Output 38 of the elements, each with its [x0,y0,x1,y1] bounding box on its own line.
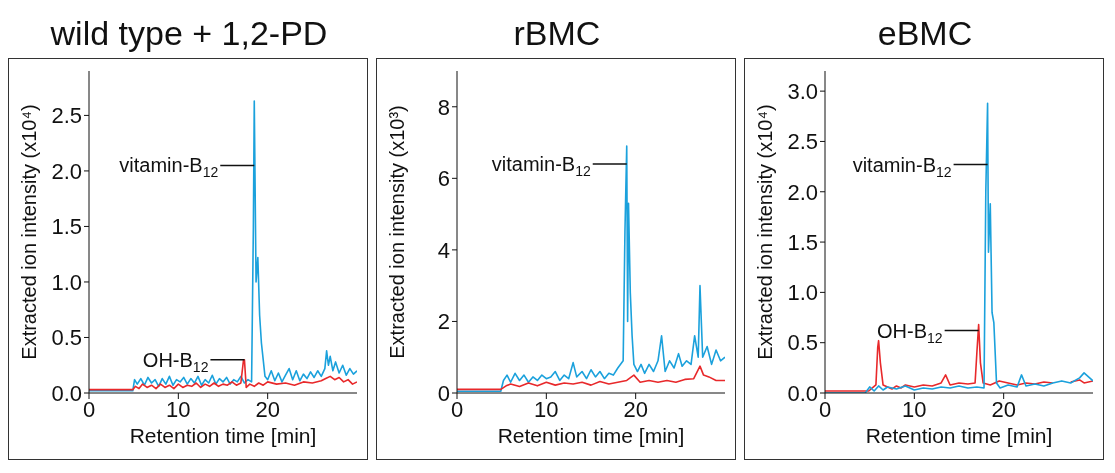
chart-title: wild type + 1,2-PD [49,13,329,54]
x-axis-title: Retention time [min] [129,424,317,447]
x-axis-title: Retention time [min] [497,424,685,447]
x-tick-label: 10 [902,396,927,422]
annotation: vitamin-B$_{12}$ [491,153,591,179]
y-tick-label: 8 [437,94,450,120]
y-tick-label: 4 [437,237,450,263]
annotation: OH-B$_{12}$ [142,348,209,375]
y-tick-label: 6 [437,166,450,192]
y-tick-label: 0.5 [51,325,82,351]
y-tick-label: 2.5 [51,103,82,129]
x-tick-label: 20 [991,396,1016,422]
y-tick-label: 0.5 [787,330,818,356]
y-tick-label: 2 [437,309,450,335]
y-tick-label: 2.0 [787,179,818,205]
x-axis-title: Retention time [min] [865,424,1053,447]
y-axis-title: Extracted ion intensity (x10³) [386,105,409,359]
y-tick-label: 0 [437,380,450,406]
x-tick-label: 10 [166,396,191,422]
y-tick-label: 2.5 [787,129,818,155]
chart-title: rBMC [512,13,602,54]
annotation: vitamin-B$_{12}$ [852,153,952,180]
annotation: vitamin-B$_{12}$ [119,154,219,181]
y-tick-label: 3.0 [787,78,818,104]
y-tick-label: 1.5 [51,214,82,240]
y-tick-label: 2.0 [51,158,82,184]
x-tick-label: 10 [534,396,559,422]
y-axis-title: Extracted ion intensity (x10⁴) [18,104,41,360]
chart-title: eBMC [876,13,974,54]
y-axis-title: Extracted ion intensity (x10⁴) [754,104,777,360]
y-tick-label: 1.0 [787,280,818,306]
x-tick-label: 20 [255,396,280,422]
y-tick-label: 1.0 [51,269,82,295]
y-tick-label: 0.0 [787,380,818,406]
y-tick-label: 1.5 [787,229,818,255]
x-tick-label: 20 [623,396,648,422]
y-tick-label: 0.0 [51,380,82,406]
annotation: OH-B$_{12}$ [877,319,943,346]
